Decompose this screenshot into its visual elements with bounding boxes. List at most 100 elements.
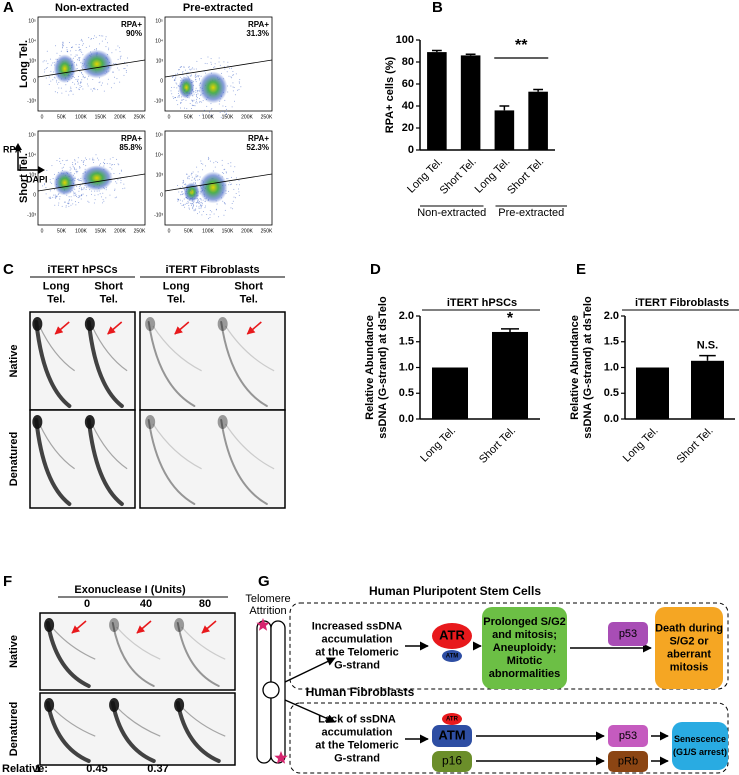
event-dot xyxy=(72,162,74,164)
chart-title: iTERT hPSCs xyxy=(447,297,517,309)
event-dot xyxy=(226,110,228,112)
event-dot xyxy=(50,80,52,82)
event-dot xyxy=(80,40,82,42)
event-dot xyxy=(65,205,67,207)
event-dot xyxy=(82,74,84,76)
y-tick-label: 10⁴ xyxy=(28,152,36,158)
event-dot xyxy=(70,86,72,88)
event-dot xyxy=(197,179,199,181)
event-dot xyxy=(74,163,76,165)
event-dot xyxy=(235,197,237,199)
event-dot xyxy=(73,168,75,170)
panel-label: F xyxy=(3,573,12,590)
event-dot xyxy=(81,44,83,46)
lane-label: Long xyxy=(163,280,190,292)
event-dot xyxy=(77,170,79,172)
event-dot xyxy=(188,175,190,177)
event-dot xyxy=(192,206,194,208)
event-dot xyxy=(75,194,77,196)
event-dot xyxy=(230,176,232,178)
event-dot xyxy=(230,184,232,186)
event-dot xyxy=(199,178,201,180)
event-dot xyxy=(90,88,92,90)
event-dot xyxy=(102,192,104,194)
event-dot xyxy=(218,103,220,105)
event-dot xyxy=(219,64,221,66)
event-dot xyxy=(225,106,227,108)
event-dot xyxy=(182,192,184,194)
event-dot xyxy=(88,37,90,39)
significance-label: N.S. xyxy=(697,340,718,352)
event-dot xyxy=(186,173,188,175)
event-dot xyxy=(190,204,192,206)
event-dot xyxy=(181,72,183,74)
event-dot xyxy=(216,203,218,205)
event-dot xyxy=(230,76,232,78)
event-dot xyxy=(45,187,47,189)
significance-label: * xyxy=(507,310,514,327)
x-tick-label: 50K xyxy=(57,114,67,120)
event-dot xyxy=(193,209,195,211)
atr-node xyxy=(442,713,462,725)
event-dot xyxy=(75,168,77,170)
outcome-text: (G1/S arrest) xyxy=(673,747,727,757)
event-dot xyxy=(49,196,51,198)
event-dot xyxy=(108,49,110,51)
event-dot xyxy=(124,187,126,189)
effect-text: Mitotic xyxy=(507,655,542,667)
row-label: Denatured xyxy=(8,702,20,756)
event-dot xyxy=(56,159,58,161)
blot-arc xyxy=(152,325,202,372)
event-dot xyxy=(220,116,222,118)
arrow xyxy=(284,699,336,723)
event-dot xyxy=(78,57,80,59)
event-dot xyxy=(209,209,211,211)
event-dot xyxy=(50,197,52,199)
event-dot xyxy=(53,76,55,78)
event-dot xyxy=(70,196,72,198)
event-dot xyxy=(178,69,180,71)
event-dot xyxy=(190,202,192,204)
event-dot xyxy=(223,214,225,216)
event-dot xyxy=(66,51,68,53)
event-dot xyxy=(57,194,59,196)
atm-label: ATM xyxy=(438,727,465,742)
row-label: Short Tel. xyxy=(18,153,30,203)
event-dot xyxy=(74,168,76,170)
event-dot xyxy=(69,166,71,168)
event-dot xyxy=(182,179,184,181)
event-dot xyxy=(116,78,118,80)
event-dot xyxy=(61,205,63,207)
event-dot xyxy=(212,170,214,172)
x-tick-label: 100K xyxy=(202,114,214,120)
panel-label: D xyxy=(370,261,381,278)
event-dot xyxy=(205,72,207,74)
event-dot xyxy=(72,164,74,166)
event-dot xyxy=(192,81,194,83)
event-dot xyxy=(199,202,201,204)
event-dot xyxy=(78,49,80,51)
event-dot xyxy=(195,174,197,176)
event-dot xyxy=(177,72,179,74)
event-dot xyxy=(225,172,227,174)
event-dot xyxy=(196,202,198,204)
event-dot xyxy=(66,49,68,51)
arrow xyxy=(284,657,336,683)
event-dot xyxy=(53,173,55,175)
event-dot xyxy=(198,202,200,204)
event-dot xyxy=(56,52,58,54)
y-tick-label: 0 xyxy=(33,192,36,198)
event-dot xyxy=(195,91,197,93)
event-dot xyxy=(201,113,203,115)
x-tick-label: 200K xyxy=(114,228,126,234)
outcome-text: aberrant xyxy=(667,648,711,660)
event-dot xyxy=(67,203,69,205)
y-tick-label: 2.0 xyxy=(399,310,414,322)
event-dot xyxy=(54,194,56,196)
event-dot xyxy=(109,158,111,160)
event-dot xyxy=(187,185,189,187)
event-dot xyxy=(230,165,232,167)
x-tick-label: 250K xyxy=(134,228,146,234)
event-dot xyxy=(213,162,215,164)
event-dot xyxy=(188,66,190,68)
